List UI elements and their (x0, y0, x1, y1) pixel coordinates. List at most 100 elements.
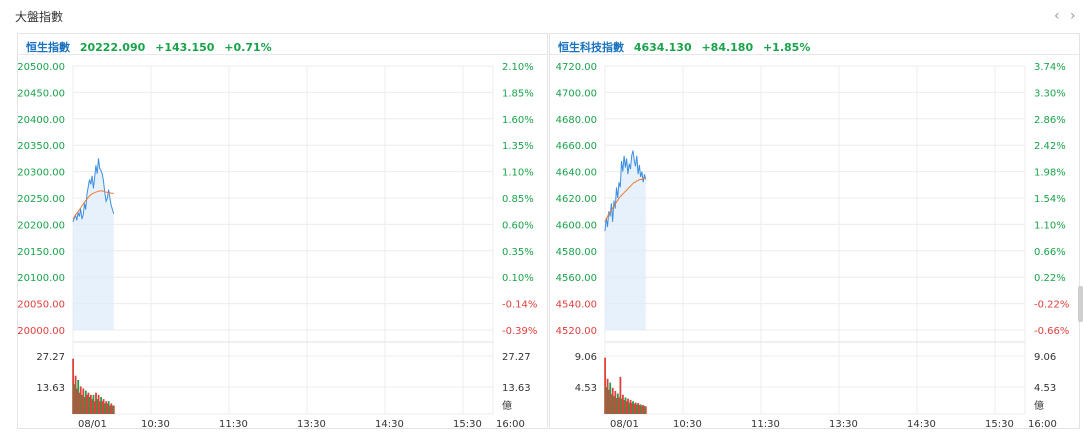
pct-tick-label: 1.98% (1034, 168, 1066, 179)
volume-bar (606, 378, 609, 414)
volume-bar (102, 399, 105, 414)
pct-tick-label: -0.39% (502, 326, 537, 337)
plot-frame (72, 65, 494, 415)
hsi-panel[interactable]: 恒生指數 20222.090 +143.150 +0.71% 20500.00 2… (17, 33, 548, 429)
time-axis-label: 13:30 (829, 419, 858, 428)
next-arrow-icon[interactable]: › (1070, 8, 1076, 24)
volume-tick-label: 13.63 (502, 383, 531, 394)
panel-header: 恒生科技指數 4634.130 +84.180 +1.85% (558, 39, 810, 55)
volume-bar (106, 403, 109, 414)
time-axis-label: 08/01 (610, 419, 639, 428)
volume-bar (639, 404, 642, 414)
volume-bar (611, 387, 614, 414)
volume-bar (619, 376, 622, 414)
volume-bar (86, 394, 88, 414)
pct-tick-label: 1.10% (1034, 220, 1066, 231)
scroll-handle[interactable] (1078, 286, 1083, 322)
volume-bar (620, 398, 623, 414)
price-tick-label: 20250.00 (18, 194, 65, 205)
volume-unit-label: 億 (502, 399, 512, 412)
volume-bar (609, 382, 612, 414)
volume-bar (96, 399, 99, 414)
volume-tick-label: 9.06 (575, 352, 597, 363)
volume-bar (644, 406, 647, 414)
volume-bar (622, 394, 624, 414)
volume-tick-label: 4.53 (1034, 383, 1056, 394)
price-tick-label: 4720.00 (556, 62, 597, 73)
volume-bar (632, 401, 634, 414)
volume-bar (629, 399, 632, 414)
price-tick-label: 20000.00 (18, 326, 65, 337)
pct-tick-label: 1.35% (502, 141, 534, 152)
volume-bar (111, 405, 114, 414)
volume-bar (84, 390, 87, 414)
volume-bar (625, 401, 628, 414)
time-axis-label: 11:30 (219, 419, 248, 428)
time-axis-label: 16:00 (1028, 419, 1057, 428)
prev-arrow-icon[interactable]: ‹ (1054, 8, 1060, 24)
price-tick-label: 4580.00 (556, 247, 597, 258)
volume-bar (618, 397, 620, 414)
price-tick-label: 20200.00 (18, 220, 65, 231)
volume-bar (109, 405, 111, 414)
volume-bar (636, 404, 638, 414)
index-change-pct: +0.71% (224, 41, 272, 54)
price-tick-label: 20300.00 (18, 168, 65, 179)
time-axis-label: 13:30 (297, 419, 326, 428)
pct-tick-label: 0.66% (1034, 247, 1066, 258)
hsi-intraday-chart: 20500.00 2.10% 20450.00 1.85% 20400.00 1.60% 2… (18, 62, 537, 428)
volume-tick-label: 9.06 (1034, 352, 1056, 363)
pct-tick-label: 3.74% (1034, 62, 1066, 73)
volume-bar (92, 394, 95, 414)
price-tick-label: 4640.00 (556, 168, 597, 179)
plot-frame (604, 65, 1026, 415)
volume-bar (107, 401, 110, 414)
volume-bar (98, 401, 101, 414)
pct-tick-label: 1.60% (502, 115, 534, 126)
volume-bar (91, 399, 94, 414)
volume-bar (73, 384, 76, 414)
index-change: +84.180 (701, 41, 754, 54)
pct-tick-label: 2.86% (1034, 115, 1066, 126)
price-tick-label: 20500.00 (18, 62, 65, 73)
pct-tick-label: -0.14% (502, 300, 537, 311)
pct-tick-label: 0.10% (502, 273, 534, 284)
hstech-panel[interactable]: 恒生科技指數 4634.130 +84.180 +1.85% 4720.00 3.… (549, 33, 1080, 429)
price-area-fill (605, 150, 646, 330)
volume-bar (628, 402, 631, 414)
volume-bar (110, 403, 113, 414)
pct-tick-label: 0.60% (502, 220, 534, 231)
volume-bar (641, 405, 643, 414)
volume-bar (604, 357, 606, 414)
pct-tick-label: -0.22% (1034, 300, 1069, 311)
volume-tick-label: 27.27 (502, 352, 531, 363)
volume-bar (97, 394, 100, 414)
volume-bar (638, 405, 641, 414)
volume-bar (90, 394, 92, 414)
volume-bar (623, 399, 626, 414)
volume-unit-label: 億 (1034, 399, 1044, 412)
volume-bar (78, 392, 81, 414)
volume-bar (76, 388, 78, 414)
volume-bar (637, 403, 640, 414)
volume-bar (100, 397, 102, 414)
price-tick-label: 4540.00 (556, 300, 597, 311)
price-tick-label: 4600.00 (556, 220, 597, 231)
volume-bar (633, 403, 636, 414)
volume-bar (616, 393, 619, 414)
volume-bar (642, 405, 645, 414)
price-tick-label: 4700.00 (556, 88, 597, 99)
volume-bar (112, 405, 115, 414)
pct-tick-label: 2.42% (1034, 141, 1066, 152)
volume-bar (81, 394, 83, 414)
price-tick-label: 20150.00 (18, 247, 65, 258)
price-tick-label: 20100.00 (18, 273, 65, 284)
time-axis-label: 15:30 (985, 419, 1014, 428)
time-axis-label: 10:30 (673, 419, 702, 428)
time-axis-label: 10:30 (141, 419, 170, 428)
header-divider (18, 54, 547, 55)
pct-tick-label: 3.30% (1034, 88, 1066, 99)
index-price: 4634.130 (633, 41, 692, 54)
price-tick-label: 4620.00 (556, 194, 597, 205)
index-name: 恒生指數 (26, 41, 70, 54)
